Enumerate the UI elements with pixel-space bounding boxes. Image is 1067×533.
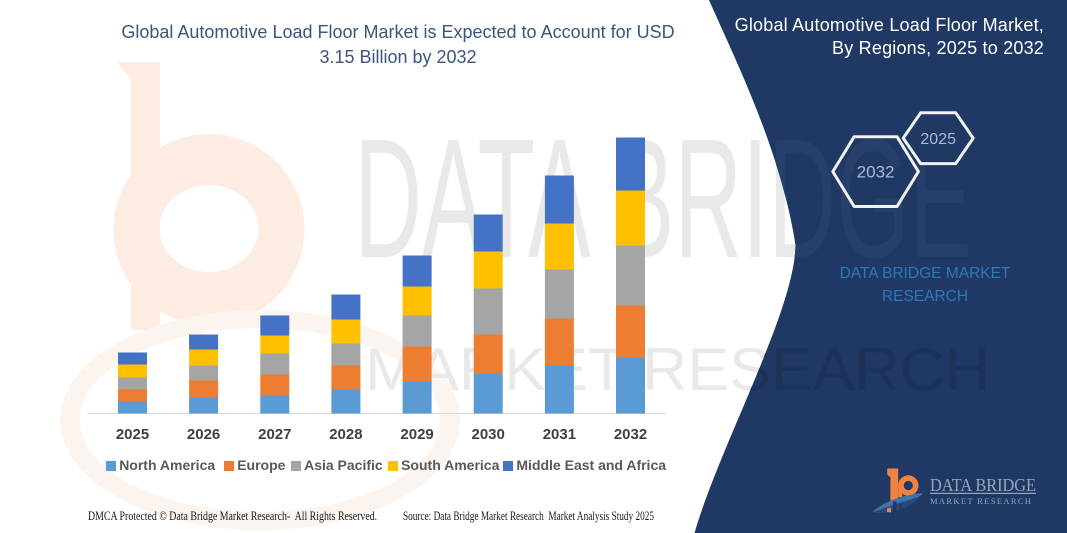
svg-text:2025: 2025 [920, 131, 956, 148]
svg-text:2032: 2032 [857, 163, 895, 182]
svg-text:MARKET RESEARCH: MARKET RESEARCH [930, 496, 1033, 506]
svg-text:DATA BRIDGE: DATA BRIDGE [930, 475, 1036, 495]
